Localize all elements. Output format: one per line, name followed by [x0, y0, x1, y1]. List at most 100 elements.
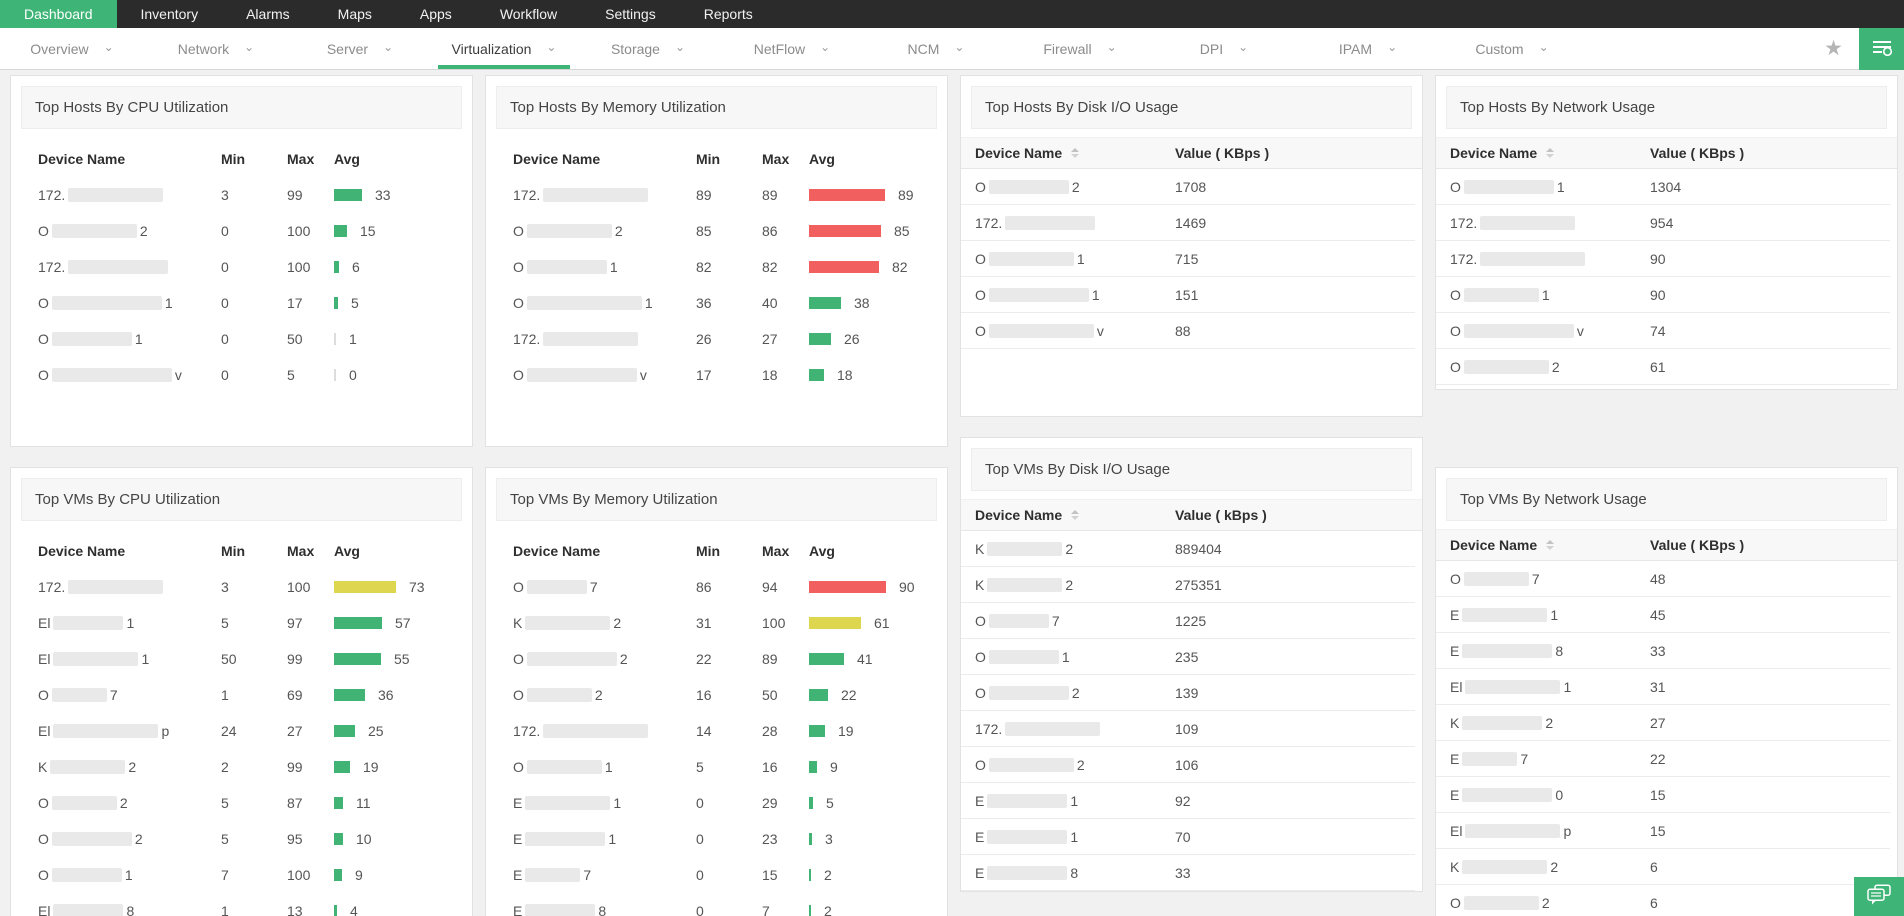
- tab-dpi[interactable]: DPI ⌄: [1152, 28, 1296, 69]
- device-name[interactable]: 172.: [513, 187, 696, 203]
- nav-item-apps[interactable]: Apps: [419, 6, 452, 22]
- widget-menu-button[interactable]: [1859, 27, 1904, 70]
- tab-netflow[interactable]: NetFlow ⌄: [720, 28, 864, 69]
- chevron-down-icon[interactable]: ⌄: [1387, 39, 1398, 54]
- tab-firewall[interactable]: Firewall ⌄: [1008, 28, 1152, 69]
- device-name[interactable]: El 1: [38, 615, 135, 631]
- tab-server[interactable]: Server ⌄: [288, 28, 432, 69]
- nav-item-alarms[interactable]: Alarms: [246, 6, 290, 22]
- device-name[interactable]: El p: [38, 723, 170, 739]
- sort-icon[interactable]: [1071, 148, 1080, 158]
- chevron-down-icon[interactable]: ⌄: [820, 39, 831, 54]
- device-name[interactable]: 172.: [975, 215, 1175, 231]
- device-name[interactable]: El 8: [38, 903, 135, 916]
- favorite-star-icon[interactable]: ★: [1824, 37, 1843, 60]
- column-header-device-name[interactable]: Device Name: [975, 507, 1175, 523]
- sort-icon[interactable]: [1071, 510, 1080, 520]
- chevron-down-icon[interactable]: ⌄: [1106, 39, 1117, 54]
- nav-item-settings[interactable]: Settings: [605, 6, 656, 22]
- nav-item-reports[interactable]: Reports: [703, 6, 753, 22]
- sort-icon[interactable]: [1546, 540, 1555, 550]
- device-name[interactable]: El 1: [1450, 678, 1572, 695]
- chevron-down-icon[interactable]: ⌄: [954, 39, 965, 54]
- chevron-down-icon[interactable]: ⌄: [674, 39, 686, 54]
- chevron-down-icon[interactable]: ⌄: [103, 39, 114, 54]
- nav-item-maps[interactable]: Maps: [337, 6, 372, 22]
- chevron-down-icon[interactable]: ⌄: [244, 39, 255, 54]
- tab-virtualization[interactable]: Virtualization ⌄: [432, 28, 576, 69]
- chat-button[interactable]: [1854, 877, 1904, 916]
- device-name[interactable]: 172.: [1450, 251, 1650, 267]
- device-name[interactable]: El p: [1450, 822, 1572, 839]
- chevron-down-icon[interactable]: ⌄: [546, 39, 557, 54]
- chevron-down-icon[interactable]: ⌄: [1238, 39, 1249, 54]
- tab-overview[interactable]: Overview ⌄: [0, 28, 144, 69]
- tab-ncm[interactable]: NCM ⌄: [864, 28, 1008, 69]
- nav-item-workflow[interactable]: Workflow: [499, 6, 558, 22]
- nav-item-inventory[interactable]: Inventory: [140, 6, 199, 22]
- device-name[interactable]: 172.: [1450, 215, 1650, 231]
- chevron-down-icon[interactable]: ⌄: [1538, 39, 1549, 54]
- nav-item-dashboard[interactable]: Dashboard: [0, 0, 117, 28]
- column-header-device-name[interactable]: Device Name: [975, 145, 1175, 161]
- tab-ipam[interactable]: IPAM ⌄: [1296, 28, 1440, 69]
- device-name[interactable]: 172.: [975, 721, 1175, 737]
- tab-network[interactable]: Network ⌄: [144, 28, 288, 69]
- sort-icon[interactable]: [1546, 148, 1555, 158]
- tab-storage[interactable]: Storage ⌄: [576, 28, 720, 69]
- tab-custom[interactable]: Custom ⌄: [1440, 28, 1584, 69]
- device-name[interactable]: El 1: [38, 651, 150, 667]
- column-header-device-name[interactable]: Device Name: [1450, 145, 1650, 161]
- column-header-device-name[interactable]: Device Name: [1450, 537, 1650, 553]
- chevron-down-icon[interactable]: ⌄: [383, 39, 394, 54]
- device-name[interactable]: 172.: [513, 331, 696, 347]
- device-name[interactable]: 172.: [38, 187, 221, 203]
- device-name[interactable]: 172.: [38, 259, 221, 275]
